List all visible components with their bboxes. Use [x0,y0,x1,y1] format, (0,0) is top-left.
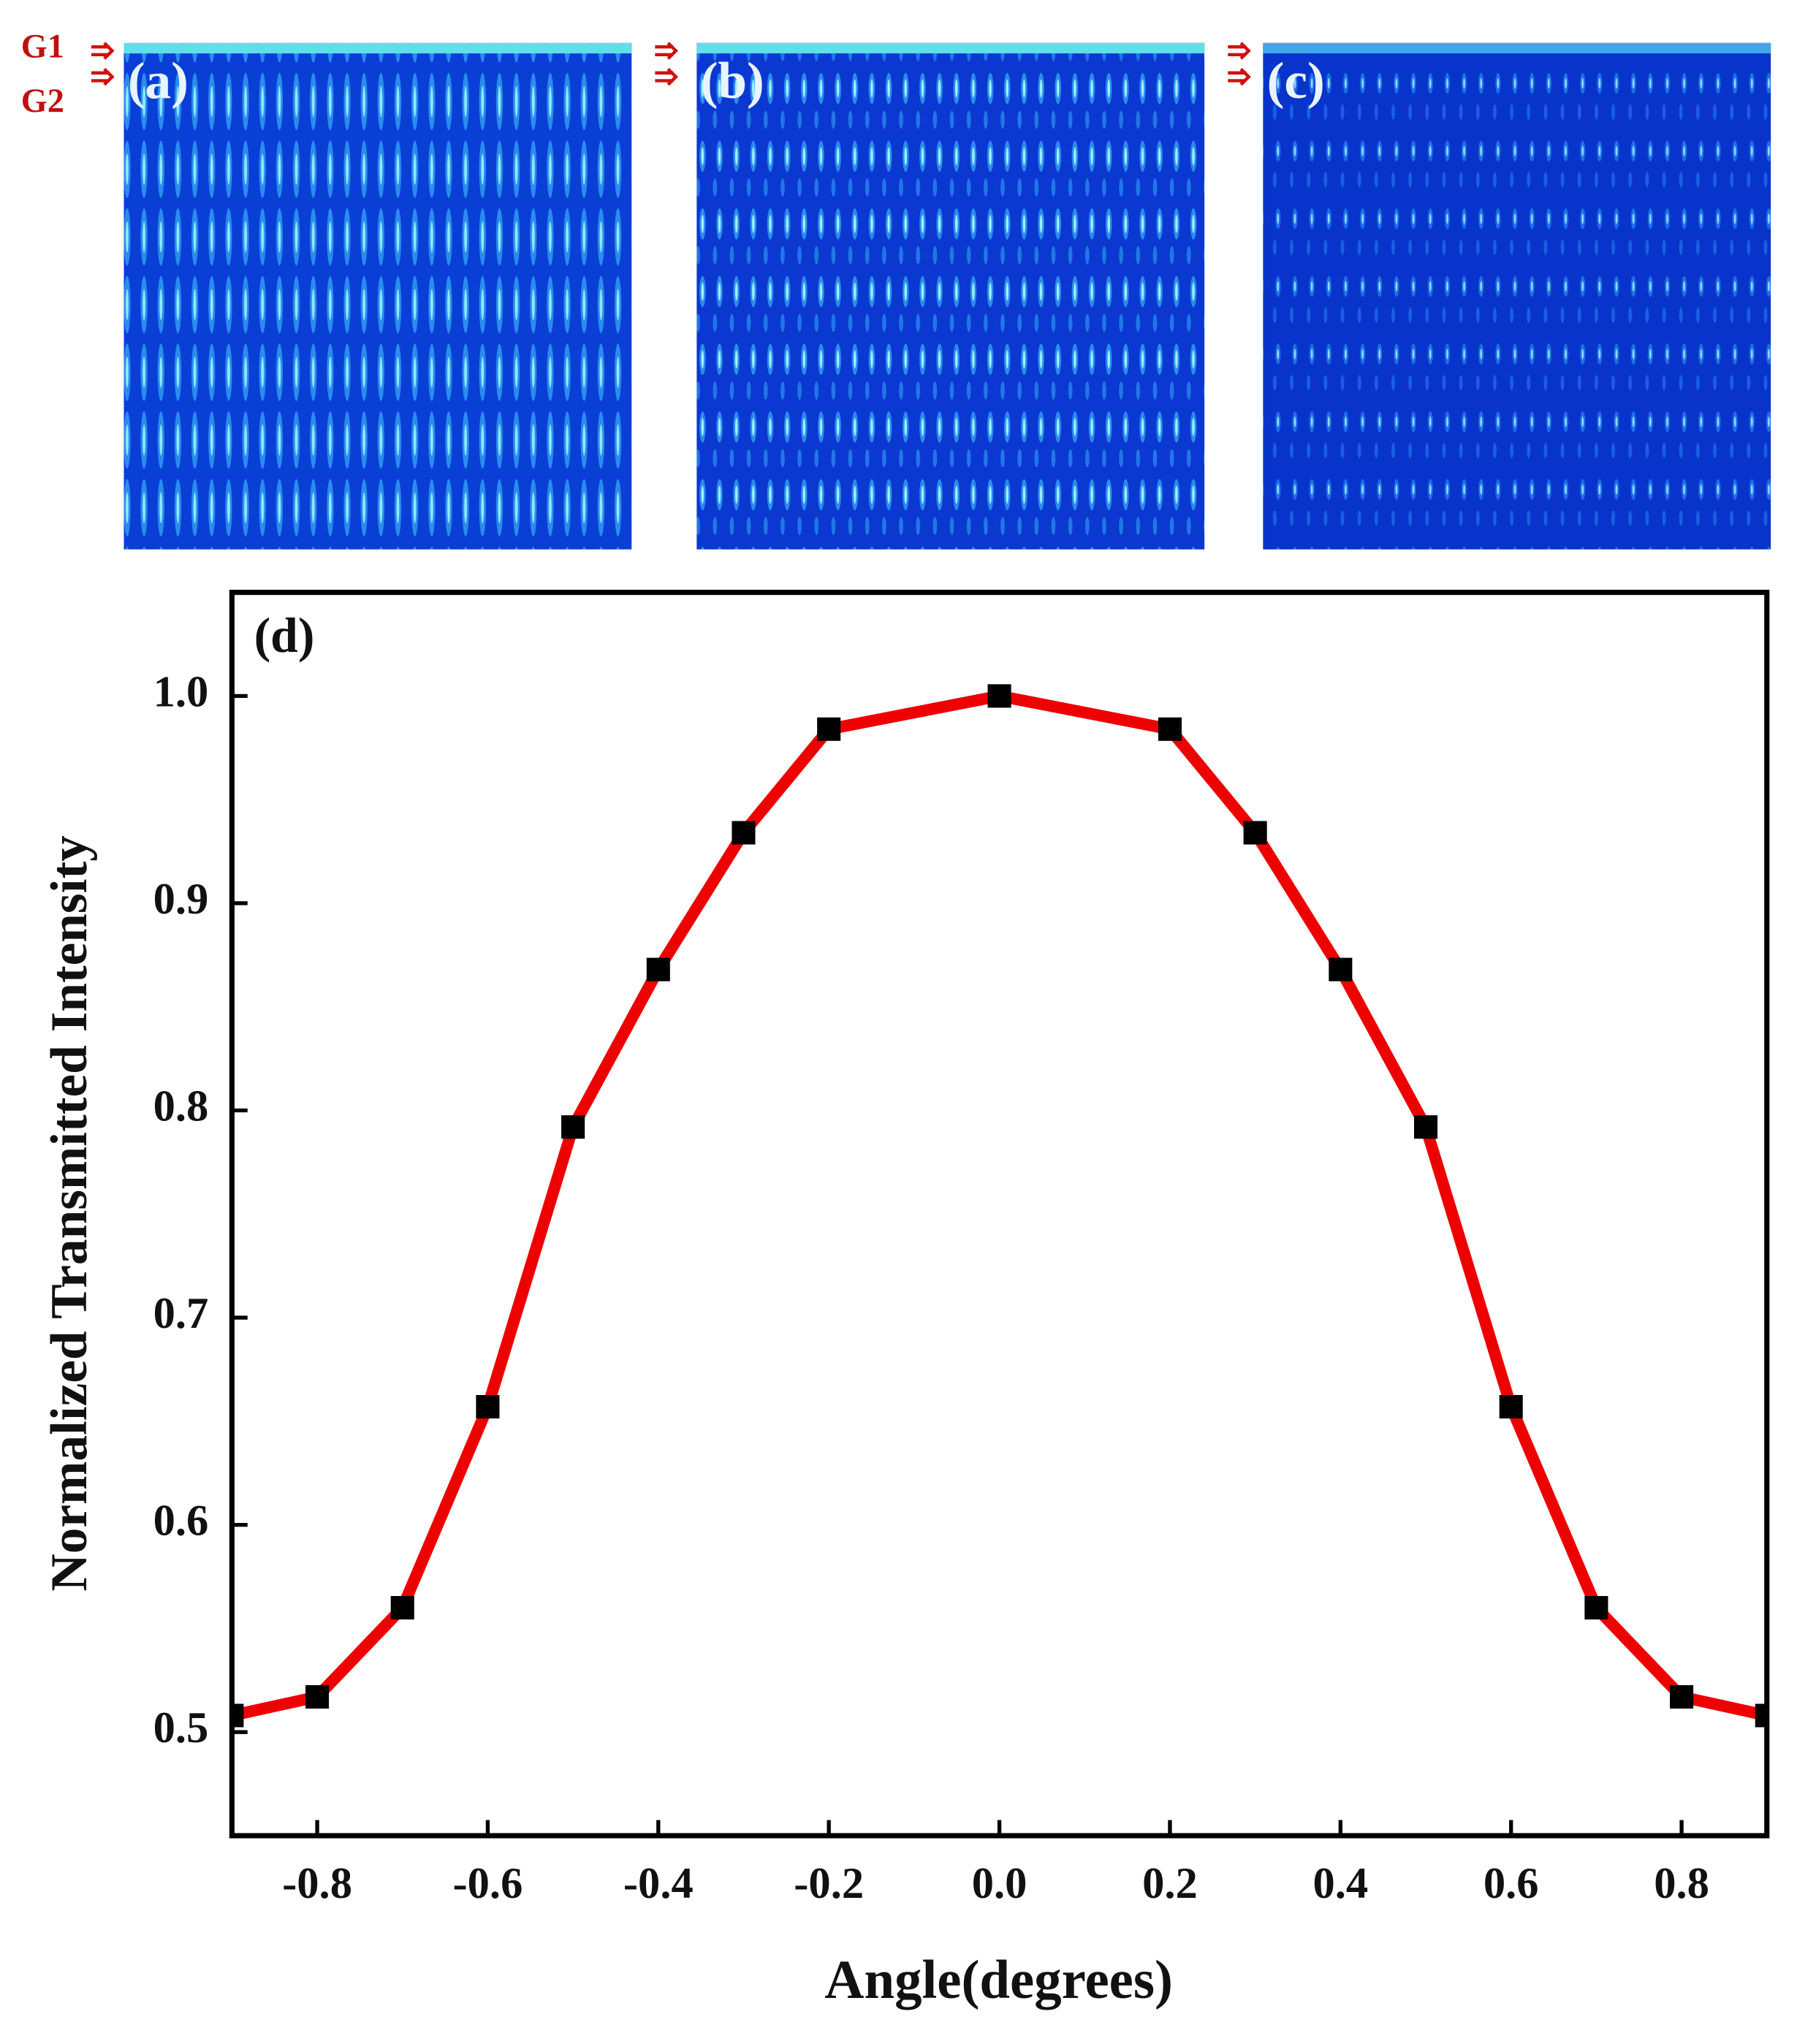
data-marker [1670,1684,1694,1709]
panel-label: (b) [701,52,764,110]
x-tick-label: 0.6 [1483,1859,1539,1908]
data-marker [646,957,670,981]
data-marker [232,1703,244,1728]
heatmap-c [1263,42,1771,550]
plot-area [232,684,1767,1728]
data-marker [1584,1596,1608,1620]
data-marker [732,821,756,845]
y-tick-label: 0.5 [153,1703,209,1752]
y-tick-label: 1.0 [153,667,209,716]
y-tick-label: 0.7 [153,1289,209,1338]
x-tick-label: -0.2 [794,1859,864,1908]
x-tick-label: -0.6 [452,1859,523,1908]
heatmap-a [124,42,632,550]
panel-label: (a) [128,52,189,110]
y-tick-label: 0.8 [153,1082,209,1131]
data-marker [1158,717,1182,741]
x-axis-label: Angle(degrees) [824,1950,1172,2010]
plot-frame [229,590,1770,1839]
x-tick-label: -0.4 [623,1859,694,1908]
data-marker [561,1115,585,1139]
x-tick-label: 0.8 [1654,1859,1709,1908]
y-tick-label: 0.6 [153,1497,209,1546]
data-marker [305,1684,330,1709]
panel-label: (c) [1267,52,1325,110]
g2-label: G2 [21,83,64,120]
x-tick-label: 0.2 [1142,1859,1198,1908]
data-marker [817,717,841,741]
heatmaps: G1 G2 (a) (b) (c) [21,28,1771,550]
grating-strip [696,42,1205,54]
g1-label: G1 [21,28,64,65]
panel-label: (d) [254,608,315,663]
data-marker [987,684,1011,708]
data-marker [1243,821,1267,845]
y-tick-label: 0.9 [153,875,209,924]
arrows [91,42,1251,86]
grating-strip [124,42,632,54]
data-marker [1413,1115,1438,1139]
data-line [232,690,1767,1722]
data-marker [476,1394,500,1419]
x-tick-label: 0.4 [1312,1859,1368,1908]
grating-strip [1263,42,1771,54]
y-axis-label: Normalized Transmitted Intensity [40,835,98,1591]
heatmap-b [696,42,1205,550]
data-marker [390,1596,414,1620]
data-marker [1755,1703,1767,1728]
data-marker [1499,1394,1523,1419]
x-tick-label: -0.8 [282,1859,352,1908]
data-marker [1329,957,1353,981]
x-tick-label: 0.0 [972,1859,1027,1908]
